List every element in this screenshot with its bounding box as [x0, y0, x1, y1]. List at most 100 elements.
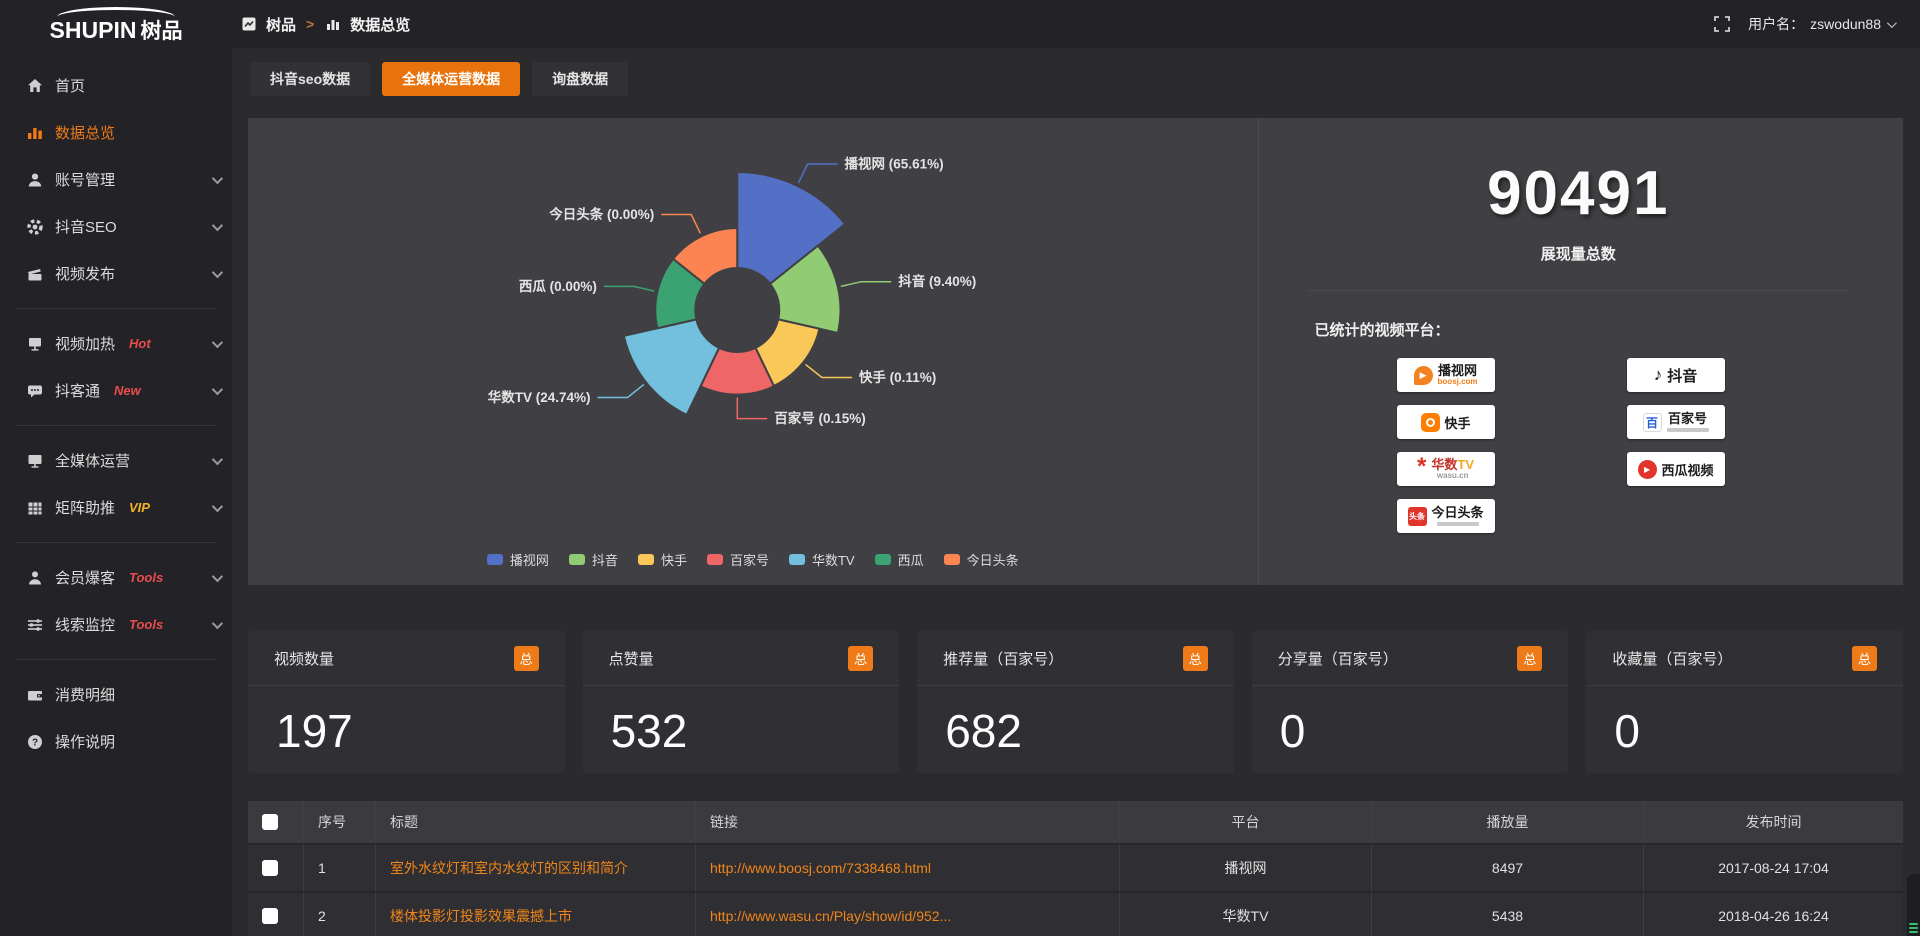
video-url-link[interactable]: http://www.wasu.cn/Play/show/id/952... [710, 908, 952, 924]
sidebar-item-doketong[interactable]: 抖客通 New [0, 367, 232, 414]
sidebar-item-omnimedia-operation[interactable]: 全媒体运营 [0, 437, 232, 484]
col-header-title: 标题 [376, 801, 696, 843]
col-header-publish-time: 发布时间 [1745, 814, 1802, 830]
row-no: 2 [304, 893, 376, 936]
legend-item[interactable]: 百家号 [706, 550, 769, 569]
row-plays: 5438 [1372, 893, 1644, 936]
platform-badge-xigua: ▶ 西瓜视频 [1626, 452, 1725, 486]
sidebar-item-label: 操作说明 [55, 734, 116, 751]
logo-text-en: SHUPIN [49, 17, 137, 43]
pie-slice-抖音[interactable] [768, 244, 842, 335]
breadcrumb-root[interactable]: 树品 [266, 16, 297, 34]
sidebar-item-label: 矩阵助推 [55, 500, 116, 517]
sidebar-item-video-publish[interactable]: 视频发布 [0, 250, 232, 297]
pie-slice-快手[interactable] [754, 318, 821, 388]
legend-swatch [943, 554, 960, 565]
sidebar-divider [16, 659, 216, 660]
row-checkbox[interactable] [262, 908, 278, 924]
stat-value: 0 [1614, 705, 1640, 757]
floating-widget[interactable] [1907, 874, 1920, 936]
legend-item[interactable]: 播视网 [486, 550, 549, 569]
table-header-row: 序号 标题 链接 平台 播放量 发布时间 [248, 801, 1903, 843]
rose-pie-chart: 播视网 (65.61%) 抖音 (9.40%) 快手 (0.11%) 百家号 (0.1… [488, 156, 977, 427]
video-url-link[interactable]: http://www.boosj.com/7338468.html [710, 860, 932, 876]
pie-slice-今日头条[interactable] [671, 226, 739, 286]
platform-share-chart: 播视网 (65.61%) 抖音 (9.40%) 快手 (0.11%) 百家号 (0.1… [248, 118, 1258, 585]
sidebar-item-label: 数据总览 [55, 125, 116, 142]
legend-item[interactable]: 快手 [637, 550, 687, 569]
tab-douyin-seo-data[interactable]: 抖音seo数据 [250, 62, 371, 96]
total-badge: 总 [848, 645, 874, 671]
chart-legend: 播视网 抖音 快手 百家号 华数TV 西瓜 今日头条 [248, 550, 1258, 569]
videos-table: 序号 标题 链接 平台 播放量 发布时间 1 室外水纹灯和室内水纹灯的区别和简介… [248, 801, 1903, 936]
sidebar-item-account-management[interactable]: 账号管理 [0, 156, 232, 203]
pie-slice-西瓜[interactable] [654, 257, 706, 330]
hot-badge: Hot [129, 336, 151, 351]
total-badge: 总 [513, 645, 539, 671]
sidebar-item-label: 视频加热 [55, 336, 116, 353]
app-logo: SHUPIN 树品 [0, 0, 232, 48]
chevron-down-icon [211, 617, 224, 629]
tools-badge: Tools [129, 617, 164, 632]
platform-badge-douyin: ♪ 抖音 [1626, 358, 1725, 392]
fullscreen-button[interactable] [1714, 16, 1731, 32]
sidebar-item-matrix-boost[interactable]: 矩阵助推 VIP [0, 484, 232, 531]
screen-icon [26, 335, 44, 353]
panel-divider [1257, 118, 1259, 585]
question-icon: ? [26, 733, 44, 751]
sidebar-divider [16, 542, 216, 543]
pie-label-line [736, 397, 768, 420]
kuaishou-icon [1420, 412, 1440, 432]
row-no: 1 [304, 845, 376, 891]
sidebar-item-instructions[interactable]: ? 操作说明 [0, 718, 232, 765]
platform-badge-baijiahao: 百 百家号 [1626, 405, 1725, 439]
sidebar-item-label: 会员爆客 [55, 570, 116, 587]
sidebar-item-video-heating[interactable]: 视频加热 Hot [0, 320, 232, 367]
pie-label-line [805, 363, 852, 379]
username-value: zswodun88 [1810, 16, 1881, 32]
video-title-link[interactable]: 楼体投影灯投影效果震撼上市 [390, 908, 572, 924]
stat-value: 532 [610, 705, 688, 757]
sidebar-item-douyin-seo[interactable]: 抖音SEO [0, 203, 232, 250]
pie-slice-播视网[interactable] [736, 170, 847, 286]
sidebar-item-label: 线索监控 [55, 617, 116, 634]
chevron-down-icon [211, 500, 224, 512]
total-badge: 总 [1517, 645, 1543, 671]
chevron-down-icon [211, 336, 224, 348]
platforms-counted-label: 已统计的视频平台： [1314, 322, 1450, 339]
stat-card-recommendations: 推荐量（百家号）总 682 [917, 631, 1234, 773]
sidebar-item-spending-details[interactable]: 消费明细 [0, 671, 232, 718]
pie-slice-label: 百家号 (0.15%) [774, 410, 866, 426]
breadcrumb-current: 数据总览 [350, 16, 411, 34]
video-title-link[interactable]: 室外水纹灯和室内水纹灯的区别和简介 [390, 860, 628, 876]
toutiao-tagline [1436, 522, 1479, 526]
select-all-checkbox[interactable] [262, 814, 278, 830]
sidebar-item-label: 全媒体运营 [55, 453, 131, 470]
legend-swatch [706, 554, 723, 565]
table-row: 1 室外水纹灯和室内水纹灯的区别和简介 http://www.boosj.com… [248, 843, 1903, 891]
total-badge: 总 [1182, 645, 1208, 671]
row-checkbox[interactable] [262, 860, 278, 876]
pie-slice-华数TV[interactable] [622, 318, 721, 417]
user-icon [26, 171, 44, 189]
legend-item[interactable]: 西瓜 [874, 550, 924, 569]
tab-inquiry-data[interactable]: 询盘数据 [532, 62, 629, 96]
platform-badge-kuaishou: 快手 [1396, 405, 1495, 439]
tab-omnimedia-operation-data[interactable]: 全媒体运营数据 [382, 62, 521, 96]
legend-item[interactable]: 华数TV [788, 550, 855, 569]
pie-slice-百家号[interactable] [699, 346, 776, 396]
platform-badge-toutiao: 头条 今日头条 [1396, 499, 1495, 533]
sliders-icon [26, 616, 44, 634]
sidebar-item-member-acquisition[interactable]: 会员爆客 Tools [0, 554, 232, 601]
legend-item[interactable]: 抖音 [568, 550, 618, 569]
user-menu[interactable]: 用户名： zswodun88 [1748, 14, 1897, 34]
legend-item[interactable]: 今日头条 [943, 550, 1019, 569]
pie-label-line [797, 163, 838, 184]
chevron-down-icon [211, 172, 224, 184]
chevron-down-icon [1886, 17, 1897, 28]
sidebar-item-data-overview[interactable]: 数据总览 [0, 109, 232, 156]
sidebar-item-home[interactable]: 首页 [0, 62, 232, 109]
row-publish-time: 2017-08-24 17:04 [1718, 860, 1829, 876]
sidebar-item-lead-monitoring[interactable]: 线索监控 Tools [0, 601, 232, 648]
